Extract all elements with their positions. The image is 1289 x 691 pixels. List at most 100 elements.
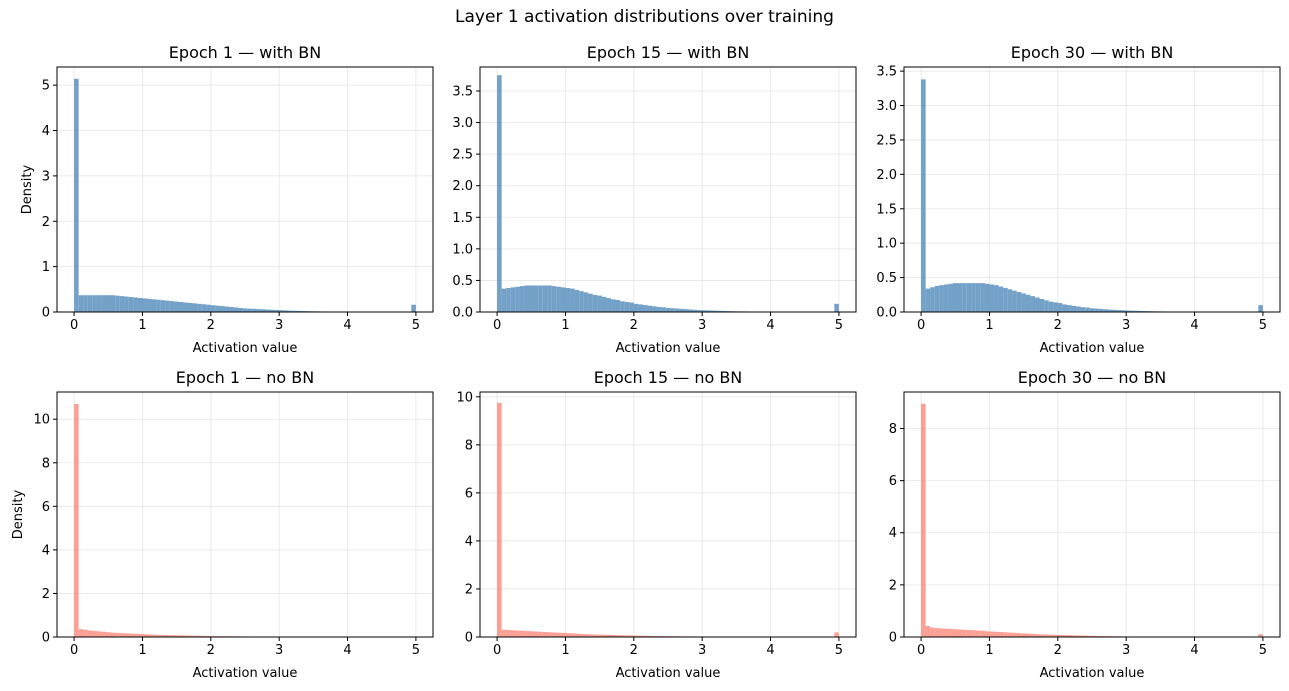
histogram-bar <box>1007 632 1013 637</box>
histogram-bar <box>292 310 298 312</box>
histogram-bar <box>597 295 602 312</box>
histogram-bar <box>975 630 981 637</box>
histogram-bar <box>1012 290 1017 312</box>
histogram-bar <box>197 635 202 637</box>
histogram-bar <box>994 285 999 312</box>
histogram-bar <box>283 310 289 312</box>
x-axis-label: Activation value <box>616 666 721 681</box>
histogram-bar <box>92 630 97 637</box>
y-tick-label: 2.5 <box>876 133 897 148</box>
x-tick-label: 1 <box>138 318 146 333</box>
histogram-bar <box>984 631 990 637</box>
histogram-bar <box>178 302 184 312</box>
histogram-bar <box>1066 635 1072 637</box>
histogram-bar <box>683 309 689 312</box>
histogram-bar <box>583 292 589 312</box>
histogram-bar <box>720 310 725 312</box>
x-tick-label: 0 <box>70 643 78 658</box>
histogram-bar <box>192 303 198 312</box>
histogram-bar <box>560 287 566 312</box>
y-tick-label: 10 <box>33 413 50 428</box>
histogram-bar <box>679 308 684 312</box>
histogram-bar <box>224 306 230 312</box>
x-tick-label: 5 <box>1259 318 1267 333</box>
histogram-bar <box>87 295 93 312</box>
histogram-bar <box>1007 289 1013 312</box>
histogram-bar <box>1025 294 1031 312</box>
histogram-bar <box>101 295 106 312</box>
y-tick-label: 2 <box>889 578 897 593</box>
histogram-bar <box>124 633 129 637</box>
histogram-bar <box>147 634 152 637</box>
histogram-bar <box>547 632 552 637</box>
x-tick-label: 1 <box>561 318 569 333</box>
histogram-bar <box>87 630 93 637</box>
y-tick-label: 0.0 <box>876 306 897 321</box>
x-tick-label: 5 <box>835 643 843 658</box>
histogram-bar <box>948 628 953 637</box>
histogram-bar <box>606 298 612 312</box>
x-axis-label: Activation value <box>1040 666 1145 681</box>
histogram-bar <box>533 631 539 637</box>
y-tick-label: 1 <box>42 260 50 275</box>
histogram-bar <box>1117 310 1122 312</box>
histogram-bar <box>706 310 712 312</box>
histogram-bar <box>1003 287 1008 312</box>
histogram-bar <box>133 633 138 637</box>
y-tick-label: 0 <box>465 631 473 646</box>
histogram-bar <box>642 305 648 312</box>
histogram-bar <box>711 310 716 312</box>
histogram-bar <box>183 635 189 637</box>
histogram-bar <box>1066 305 1072 312</box>
y-tick-label: 1.5 <box>876 202 897 217</box>
histogram-bar <box>656 306 662 312</box>
histogram-bar <box>953 629 958 637</box>
histogram-bar <box>524 285 529 312</box>
histogram-bar <box>638 304 643 312</box>
y-tick-label: 0 <box>889 631 897 646</box>
histogram-bar <box>260 309 266 312</box>
histogram-bar <box>501 629 507 637</box>
histogram-bar <box>192 635 198 637</box>
x-tick-label: 3 <box>275 643 283 658</box>
axes-frame <box>479 66 857 313</box>
y-tick-label: 5 <box>42 79 50 94</box>
histogram-bar <box>74 78 79 312</box>
x-axis-label: Activation value <box>1040 341 1145 356</box>
histogram-bar <box>556 632 561 637</box>
x-tick-label: 4 <box>1190 318 1198 333</box>
histogram-bar <box>270 309 275 312</box>
histogram-bar <box>96 631 102 637</box>
histogram-bar <box>533 285 539 312</box>
histogram-bar <box>1021 633 1026 637</box>
y-tick-label: 6 <box>465 486 473 501</box>
histogram-bar <box>124 296 129 312</box>
histogram-bar <box>251 308 257 312</box>
y-tick-label: 4 <box>889 526 897 541</box>
subplot-1: 0 1 2 3 4 5 0 1 2 3 4 5 Epoch 1 — with BN Activation … <box>20 43 434 356</box>
histogram-bar <box>106 632 111 637</box>
histogram-bar <box>74 403 79 637</box>
histogram-bar <box>693 309 698 312</box>
histogram-bar <box>948 283 953 312</box>
histogram-bar <box>96 295 102 312</box>
subplot-4: 0 1 2 3 4 5 0 2 4 6 8 10 Epoch 1 — no BN Activation v… <box>11 368 434 681</box>
histogram-bar <box>579 633 584 637</box>
histogram-bar <box>1030 296 1036 312</box>
x-tick-label: 0 <box>493 643 501 658</box>
histogram-bar <box>588 293 593 312</box>
y-tick-label: 1.0 <box>876 237 897 252</box>
histogram-bar <box>297 310 302 312</box>
histogram-bar <box>606 634 612 637</box>
histogram-bar <box>674 308 680 312</box>
histogram-bar <box>633 303 639 312</box>
histogram-bar <box>242 308 248 312</box>
x-tick-label: 2 <box>207 318 215 333</box>
histogram-bar <box>1098 308 1104 312</box>
histogram-bar <box>620 301 625 312</box>
histogram-bar <box>615 300 621 312</box>
histogram-bar <box>128 633 134 637</box>
subplot-title: Epoch 15 — no BN <box>594 368 743 387</box>
histogram-bar <box>624 301 630 312</box>
